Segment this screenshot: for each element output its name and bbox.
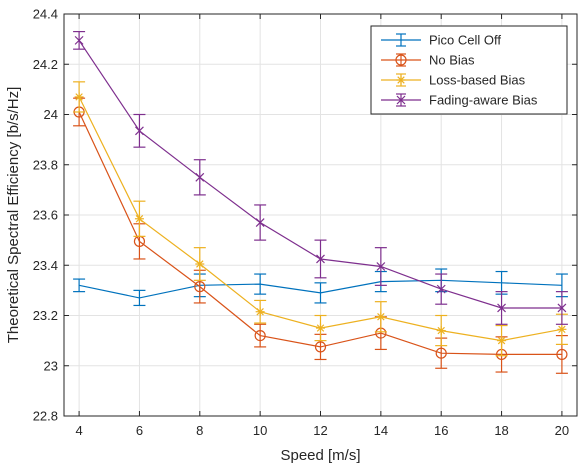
data-point — [436, 284, 446, 294]
series-loss-based-bias — [73, 81, 568, 357]
axis-ticks: 4 6 8 10 12 14 16 18 20 22.8 23 23.2 23.4 23.6 23.8 24 2… — [33, 7, 577, 438]
legend: Pico Cell Off No Bias Loss-based Bias Fadin… — [370, 25, 568, 115]
y-tick-label: 23.6 — [33, 208, 58, 223]
data-series — [73, 30, 568, 374]
data-point — [557, 324, 567, 334]
data-point — [255, 218, 265, 227]
legend-label: Loss-based Bias — [429, 73, 526, 88]
data-point — [195, 259, 205, 269]
legend-label: Fading-aware Bias — [429, 93, 538, 108]
data-point — [255, 307, 265, 317]
data-point — [497, 303, 506, 313]
legend-entry: Fading-aware Bias — [381, 93, 538, 108]
x-axis-label: Speed [m/s] — [280, 447, 360, 464]
y-tick-label: 24 — [44, 107, 58, 122]
x-tick-label: 18 — [494, 423, 508, 438]
data-point — [435, 347, 447, 359]
data-point — [556, 348, 568, 361]
legend-label: No Bias — [429, 53, 475, 68]
legend-swatch-marker — [396, 75, 406, 85]
x-tick-label: 14 — [374, 423, 388, 438]
y-tick-label: 22.8 — [33, 409, 58, 424]
data-point — [436, 326, 446, 336]
error-bar — [254, 323, 267, 348]
legend-entry: Pico Cell Off — [381, 33, 501, 48]
data-point — [557, 303, 567, 313]
data-point — [134, 214, 144, 224]
data-point — [497, 336, 507, 346]
legend-swatch-marker — [396, 95, 406, 105]
data-point — [195, 172, 205, 182]
legend-label: Pico Cell Off — [429, 33, 501, 48]
y-tick-label: 23.8 — [33, 157, 58, 172]
data-point — [376, 262, 386, 271]
y-tick-label: 24.2 — [33, 57, 58, 72]
x-tick-label: 20 — [555, 423, 569, 438]
y-axis-label: Theoretical Spectral Efficiency [b/s/Hz] — [5, 87, 22, 344]
error-bar — [73, 278, 86, 293]
x-tick-label: 10 — [253, 423, 267, 438]
legend-entry: Loss-based Bias — [381, 73, 526, 88]
y-tick-label: 23 — [44, 358, 58, 373]
series-fading-aware-bias — [73, 30, 568, 325]
data-point — [135, 126, 144, 136]
y-tick-label: 24.4 — [33, 7, 58, 22]
legend-swatch-marker — [395, 54, 407, 66]
x-tick-label: 12 — [313, 423, 327, 438]
x-tick-label: 4 — [75, 423, 82, 438]
data-point — [74, 35, 84, 45]
data-point — [316, 323, 325, 333]
data-point — [316, 254, 325, 264]
error-bar — [314, 282, 327, 304]
data-point — [74, 92, 84, 102]
y-tick-label: 23.4 — [33, 258, 58, 273]
error-bar — [254, 273, 267, 295]
y-tick-label: 23.2 — [33, 308, 58, 323]
data-point — [376, 312, 386, 322]
data-point — [194, 281, 206, 293]
error-bar — [133, 289, 146, 307]
x-tick-label: 6 — [136, 423, 143, 438]
legend-box — [370, 25, 568, 115]
x-tick-label: 16 — [434, 423, 448, 438]
data-point — [254, 330, 266, 342]
data-point — [314, 341, 327, 353]
legend-entry: No Bias — [381, 53, 475, 68]
x-tick-label: 8 — [196, 423, 203, 438]
